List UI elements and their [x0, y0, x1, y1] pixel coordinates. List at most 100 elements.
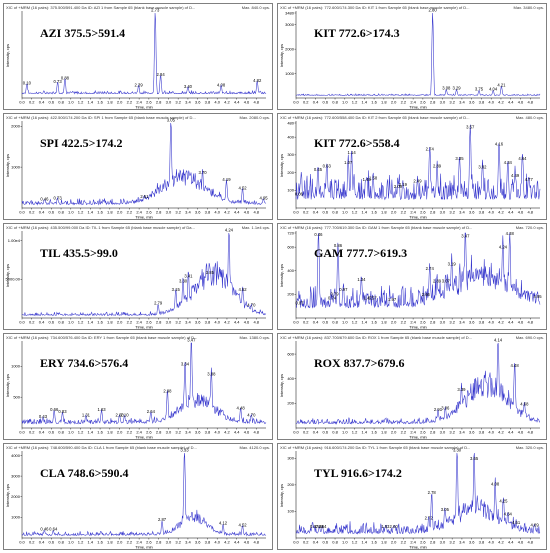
max-intensity-label: Max. 3480.0 cps.: [513, 5, 544, 10]
x-tick-label: 2.2: [401, 320, 407, 325]
peak-label: 3.75: [475, 87, 484, 92]
x-tick-label: 2.0: [391, 100, 397, 105]
peak-label: 4.68: [520, 401, 529, 406]
peak-label: 1.45: [363, 177, 372, 182]
x-tick-label: 4.0: [488, 100, 494, 105]
x-tick-label: 1.0: [68, 540, 74, 545]
x-tick-label: 0.0: [293, 540, 299, 545]
x-tick-label: 2.0: [117, 430, 123, 435]
panel-header: XIC of +MRM (16 pairs): 435.500/99.000 D…: [6, 225, 195, 230]
y-axis-label: Intensity, cps: [279, 154, 284, 177]
peak-label: 4.49: [511, 173, 520, 178]
x-tick-label: 4.4: [234, 540, 240, 545]
peak-label: 2.72: [425, 516, 434, 521]
peak-label: 4.48: [237, 406, 246, 411]
x-tick-label: 2.8: [156, 320, 162, 325]
max-intensity-label: Max. 2080.0 cps.: [239, 115, 270, 120]
x-tick-label: 0.8: [332, 540, 338, 545]
peak-label: 3.30: [453, 448, 462, 453]
x-tick-label: 4.2: [498, 430, 504, 435]
x-tick-label: 3.6: [195, 100, 201, 105]
x-tick-label: 2.4: [136, 320, 142, 325]
peak-label: 3.05: [167, 118, 176, 123]
x-tick-label: 1.8: [107, 540, 113, 545]
signal-trace: [21, 232, 267, 317]
panel-header: XIC of +MRM (16 pairs): 916.600/174.200 …: [280, 445, 471, 450]
peak-label: 3.57: [466, 124, 475, 129]
x-tick-label: 1.0: [342, 100, 348, 105]
y-tick-label: 2000: [11, 494, 21, 499]
x-tick-label: 1.4: [88, 320, 94, 325]
peak-label: 4.70: [247, 302, 256, 307]
x-tick-label: 3.0: [166, 320, 172, 325]
chromatogram-panel: XIC of +MRM (16 pairs): 777.700/619.300 …: [277, 223, 547, 330]
x-tick-label: 2.0: [391, 210, 397, 215]
peak-label: 2.64: [147, 409, 156, 414]
max-intensity-label: Max. 690.0 cps.: [515, 335, 544, 340]
peak-label: 2.49: [413, 179, 422, 184]
x-tick-label: 2.4: [410, 540, 416, 545]
y-tick-label: 400: [287, 376, 294, 381]
chromatogram-panel: XIC of +MRM (16 pairs): 837.700/679.600 …: [277, 333, 547, 440]
peak-label: 0.54: [318, 524, 327, 529]
y-tick-label: 200: [287, 401, 294, 406]
peak-label: 0.88: [61, 76, 70, 81]
peak-label: 4.04: [489, 87, 498, 92]
peak-label: 0.63: [323, 163, 332, 168]
y-tick-label: 1000: [11, 364, 21, 369]
x-tick-label: 0.6: [48, 540, 54, 545]
peak-label: 4.12: [219, 521, 228, 526]
peak-label: 4.08: [217, 82, 226, 87]
x-tick-label: 2.6: [420, 430, 426, 435]
x-tick-label: 0.8: [332, 210, 338, 215]
x-tick-label: 0.8: [58, 540, 64, 545]
chromatogram-panel: XIC of +MRM (16 pairs): 772.600/558.400 …: [277, 113, 547, 220]
chromatogram-plot: 0.0 0.2 0.4 0.6 0.8 1.0 1.2 1.4 1.6 1.8 2.0 2.2 2.4 2…: [5, 118, 268, 220]
x-tick-label: 4.6: [244, 100, 250, 105]
x-tick-label: 4.6: [518, 320, 524, 325]
x-tick-label: 0.4: [313, 100, 319, 105]
x-tick-label: 2.4: [410, 320, 416, 325]
peak-label: 2.89: [433, 163, 442, 168]
x-tick-label: 4.8: [253, 430, 259, 435]
x-tick-label: 3.0: [440, 430, 446, 435]
peak-label: 1.63: [97, 407, 106, 412]
x-tick-label: 0.4: [39, 100, 45, 105]
x-tick-label: 0.0: [19, 320, 25, 325]
x-tick-label: 0.6: [322, 540, 328, 545]
peak-label: 1.07: [344, 160, 353, 165]
chromatogram-plot: 0.0 0.2 0.4 0.6 0.8 1.0 1.2 1.4 1.6 1.8 2.0 2.2 2.4 2…: [279, 338, 541, 439]
peak-label: 0.46: [40, 527, 49, 532]
x-axis-label: Time, min: [409, 215, 426, 220]
x-tick-label: 0.2: [29, 320, 35, 325]
peak-label: 4.16: [495, 141, 504, 146]
x-tick-label: 0.8: [332, 430, 338, 435]
x-tick-label: 4.4: [508, 430, 514, 435]
x-tick-label: 0.0: [293, 320, 299, 325]
x-axis-label: Time, min: [135, 545, 152, 550]
x-tick-label: 0.4: [39, 430, 45, 435]
y-tick-label: 1000: [11, 515, 21, 520]
x-tick-label: 3.6: [195, 540, 201, 545]
x-tick-label: 1.8: [107, 320, 113, 325]
y-axis-label: Intensity, cps: [5, 484, 10, 507]
x-tick-label: 0.4: [39, 320, 45, 325]
peak-label: 2.00: [390, 524, 399, 529]
panel-header: XIC of +MRM (16 pairs): 748.600/590.400 …: [6, 445, 197, 450]
peak-label: 0.74: [328, 296, 337, 301]
x-tick-label: 3.0: [166, 210, 172, 215]
x-tick-label: 2.4: [136, 100, 142, 105]
peak-label: 4.08: [491, 482, 500, 487]
x-tick-label: 2.6: [146, 430, 152, 435]
peak-label: 2.73: [151, 8, 160, 13]
peak-label: 1.97: [388, 297, 397, 302]
peak-label: 2.19: [399, 182, 408, 187]
x-tick-label: 3.0: [440, 100, 446, 105]
x-tick-label: 1.0: [342, 320, 348, 325]
peak-label: 0.73: [54, 79, 63, 84]
peak-label: 4.52: [238, 287, 247, 292]
y-tick-label: 200: [287, 482, 294, 487]
x-tick-label: 4.6: [518, 430, 524, 435]
x-tick-label: 0.6: [322, 100, 328, 105]
x-tick-label: 0.2: [303, 320, 309, 325]
